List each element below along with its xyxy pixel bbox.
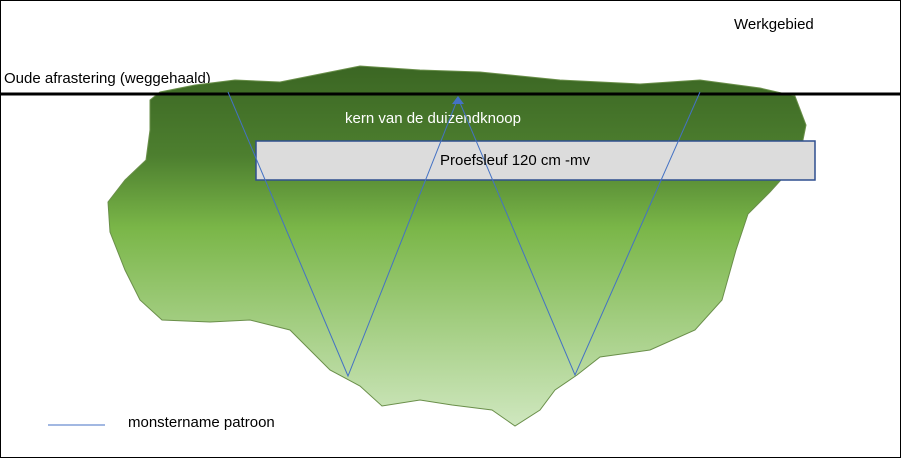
fence-label: Oude afrastering (weggehaald) [4,70,211,87]
area-label: Werkgebied [734,16,814,33]
diagram: Werkgebied Oude afrastering (weggehaald)… [0,0,901,458]
legend-label: monstername patroon [128,414,275,431]
trench-label: Proefsleuf 120 cm -mv [440,152,591,169]
core-label: kern van de duizendknoop [345,110,521,127]
